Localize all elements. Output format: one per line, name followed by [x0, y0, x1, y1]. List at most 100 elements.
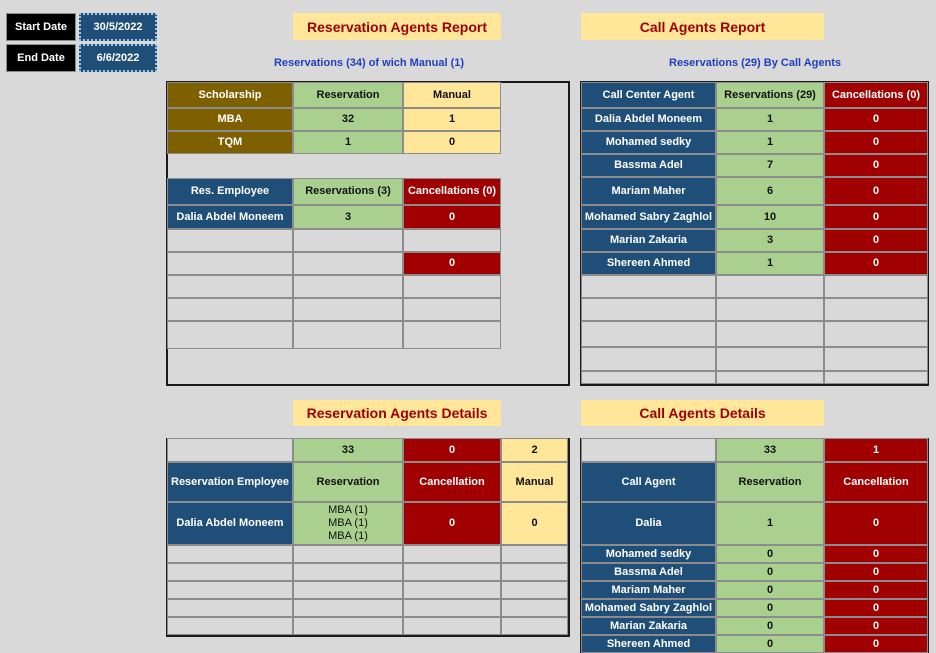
cell — [501, 599, 568, 617]
cell: Marian Zakaria — [581, 617, 716, 635]
filter-label: Start Date — [6, 13, 76, 41]
cell: 1 — [293, 131, 403, 154]
cell: 3 — [293, 205, 403, 229]
header-cell: Call Agent — [581, 462, 716, 502]
cell: 0 — [403, 131, 501, 154]
cell — [167, 563, 293, 581]
cell: 32 — [293, 108, 403, 131]
cell: Shereen Ahmed — [581, 252, 716, 275]
cell — [403, 229, 501, 252]
cell — [293, 599, 403, 617]
cell: Bassma Adel — [581, 563, 716, 581]
cell: MBA (1) MBA (1) MBA (1) — [293, 502, 403, 545]
cell: 0 — [716, 581, 824, 599]
cell: 0 — [824, 599, 928, 617]
cell-line: MBA (1) — [328, 530, 368, 542]
cell-line: MBA (1) — [328, 517, 368, 529]
header-cell: Manual — [501, 462, 568, 502]
cell: 0 — [403, 205, 501, 229]
cell — [403, 321, 501, 349]
cell — [824, 321, 928, 347]
cell: Mohamed sedky — [581, 545, 716, 563]
total-cell: 0 — [403, 438, 501, 462]
cell — [167, 599, 293, 617]
cell: 0 — [716, 545, 824, 563]
cell: Dalia Abdel Moneem — [167, 502, 293, 545]
header-cell: Reservation — [293, 82, 403, 108]
cell — [824, 371, 928, 384]
filter-label: End Date — [6, 44, 76, 72]
cell — [403, 545, 501, 563]
cell: 0 — [824, 563, 928, 581]
cell: Bassma Adel — [581, 154, 716, 177]
cell: Mariam Maher — [581, 177, 716, 205]
cell — [403, 599, 501, 617]
cell: Dalia — [581, 502, 716, 545]
cell: Mohamed sedky — [581, 131, 716, 154]
header-cell: Cancellation — [824, 462, 928, 502]
cell: 3 — [716, 229, 824, 252]
cell: 1 — [716, 252, 824, 275]
cell — [293, 563, 403, 581]
cell — [716, 321, 824, 347]
cell: 0 — [824, 635, 928, 653]
cell: 10 — [716, 205, 824, 229]
cell — [501, 545, 568, 563]
subtitle: Reservations (34) of wich Manual (1) — [273, 57, 465, 69]
header-cell: Res. Employee — [167, 178, 293, 205]
cell: Marian Zakaria — [581, 229, 716, 252]
header-cell: Reservation Employee — [167, 462, 293, 502]
header-cell: Cancellations (0) — [403, 178, 501, 205]
cell — [403, 581, 501, 599]
cell: MBA — [167, 108, 293, 131]
cell — [167, 545, 293, 563]
header-cell: Manual — [403, 82, 501, 108]
cell: Mariam Maher — [581, 581, 716, 599]
cell — [501, 617, 568, 635]
header-cell: Call Center Agent — [581, 82, 716, 108]
cell: 0 — [824, 502, 928, 545]
cell — [293, 617, 403, 635]
cell: 0 — [403, 252, 501, 275]
cell: 0 — [716, 599, 824, 617]
cell: Mohamed Sabry Zaghlol — [581, 599, 716, 617]
total-cell: 2 — [501, 438, 568, 462]
section-title: Call Agents Report — [581, 13, 824, 40]
cell — [403, 617, 501, 635]
cell: 0 — [824, 252, 928, 275]
cell — [824, 275, 928, 298]
cell — [293, 298, 403, 321]
cell: 0 — [716, 563, 824, 581]
cell — [716, 275, 824, 298]
cell: 0 — [824, 617, 928, 635]
cell — [581, 347, 716, 371]
cell: 0 — [824, 545, 928, 563]
cell — [824, 298, 928, 321]
header-cell: Reservations (3) — [293, 178, 403, 205]
cell — [293, 321, 403, 349]
cell: Dalia Abdel Moneem — [167, 205, 293, 229]
cell — [501, 581, 568, 599]
cell — [293, 252, 403, 275]
cell — [167, 229, 293, 252]
total-cell: 33 — [293, 438, 403, 462]
cell — [293, 229, 403, 252]
cell — [403, 275, 501, 298]
cell: 0 — [824, 154, 928, 177]
cell: 0 — [824, 177, 928, 205]
cell — [501, 563, 568, 581]
header-cell: Reservations (29) — [716, 82, 824, 108]
cell — [167, 321, 293, 349]
cell — [167, 581, 293, 599]
cell: Dalia Abdel Moneem — [581, 108, 716, 131]
section-title: Reservation Agents Report — [293, 13, 501, 40]
cell — [716, 298, 824, 321]
cell — [581, 275, 716, 298]
cell: 1 — [716, 131, 824, 154]
cell: 0 — [824, 108, 928, 131]
cell: 0 — [716, 617, 824, 635]
cell: 1 — [716, 108, 824, 131]
cell — [167, 275, 293, 298]
section-title: Reservation Agents Details — [293, 400, 501, 426]
